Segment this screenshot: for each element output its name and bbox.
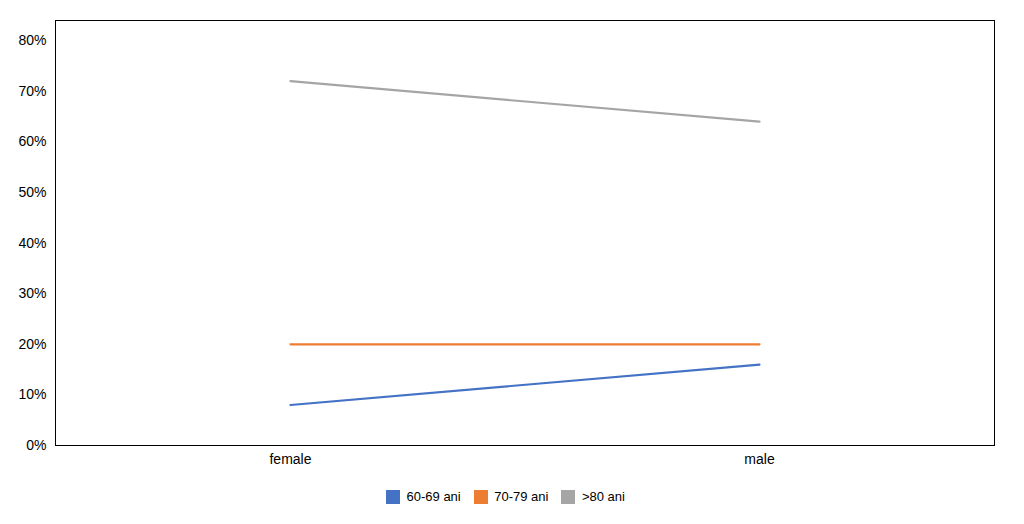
svg-text:40%: 40% xyxy=(18,235,46,251)
svg-text:female: female xyxy=(269,451,311,467)
svg-text:80%: 80% xyxy=(18,32,46,48)
svg-text:20%: 20% xyxy=(18,336,46,352)
html-text:70-79 ani: 70-79 ani xyxy=(494,489,549,504)
svg-text:10%: 10% xyxy=(18,386,46,402)
svg-text:60%: 60% xyxy=(18,133,46,149)
svg-text:70%: 70% xyxy=(18,83,46,99)
svg-text:50%: 50% xyxy=(18,184,46,200)
html-text:>80 ani: >80 ani xyxy=(582,489,625,504)
html-text:60-69 ani: 60-69 ani xyxy=(406,489,461,504)
svg-text:male: male xyxy=(744,451,775,467)
svg-text:30%: 30% xyxy=(18,285,46,301)
svg-text:0%: 0% xyxy=(26,437,46,453)
